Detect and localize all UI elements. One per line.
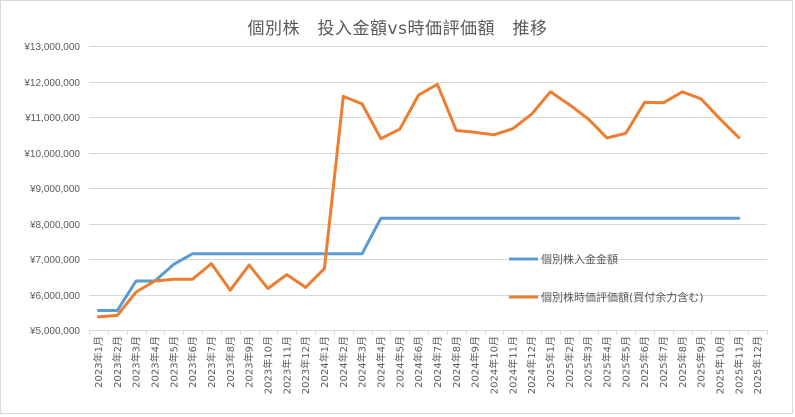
x-tick-label: 2025年6月: [638, 336, 651, 388]
y-tick-label: ¥9,000,000: [29, 184, 80, 195]
deposit-amount-line: [96, 216, 741, 312]
chart-title: 個別株 投入金額vs時価評価額 推移: [247, 19, 548, 39]
x-tick-label: 2024年8月: [450, 336, 463, 388]
x-axis: 2023年1月 2023年2月 2023年3月 2023年4月 2023年5月 2023年…: [89, 330, 768, 394]
x-tick-label: 2024年1月: [318, 336, 331, 388]
x-tick-label: 2025年10月: [713, 336, 726, 394]
y-tick-label: ¥5,000,000: [29, 326, 80, 337]
x-tick-label: 2024年6月: [412, 336, 425, 388]
x-tick-label: 2025年4月: [600, 336, 613, 388]
x-tick-label: 2024年5月: [393, 336, 406, 388]
x-tick-label: 2025年9月: [695, 336, 708, 388]
x-tick-label: 2023年11月: [280, 336, 293, 394]
y-tick-label: ¥6,000,000: [29, 291, 80, 302]
y-axis: ¥5,000,000 ¥6,000,000 ¥7,000,000 ¥8,000,000…: [23, 42, 80, 337]
x-tick-label: 2024年4月: [374, 336, 387, 388]
x-tick-label: 2023年4月: [148, 336, 161, 388]
y-tick-label: ¥11,000,000: [24, 113, 80, 124]
x-tick-label: 2024年9月: [469, 336, 482, 388]
x-tick-label: 2024年10月: [487, 336, 500, 394]
x-tick-label: 2023年12月: [299, 336, 312, 394]
legend-label: 個別株時価評価額(買付余力含む): [541, 290, 704, 304]
x-tick-label: 2024年3月: [356, 336, 369, 388]
x-tick-label: 2024年7月: [431, 336, 444, 388]
x-tick-label: 2025年5月: [619, 336, 632, 388]
x-tick-label: 2025年11月: [732, 336, 745, 394]
x-tick-label: 2023年3月: [130, 336, 143, 388]
x-tick-label: 2024年12月: [525, 336, 538, 394]
x-tick-label: 2024年2月: [337, 336, 350, 388]
series-lines: [96, 82, 741, 319]
x-tick-label: 2023年6月: [186, 336, 199, 388]
x-tick-label: 2023年1月: [92, 336, 105, 388]
x-tick-label: 2025年3月: [582, 336, 595, 388]
x-tick-label: 2023年7月: [205, 336, 218, 388]
x-tick-label: 2023年10月: [261, 336, 274, 394]
x-tick-label: 2024年11月: [506, 336, 519, 394]
y-tick-label: ¥7,000,000: [29, 255, 80, 266]
gridlines: [89, 46, 767, 331]
x-tick-label: 2025年1月: [544, 336, 557, 388]
x-tick-label: 2025年12月: [751, 336, 764, 394]
y-tick-label: ¥10,000,000: [23, 149, 80, 160]
x-tick-label: 2025年7月: [657, 336, 670, 388]
x-tick-label: 2023年2月: [111, 336, 124, 388]
x-tick-label: 2023年5月: [167, 336, 180, 388]
x-tick-label: 2025年2月: [563, 336, 576, 388]
x-tick-label: 2023年9月: [243, 336, 256, 388]
y-tick-label: ¥8,000,000: [29, 220, 80, 231]
legend-label: 個別株入金金額: [541, 252, 618, 266]
y-tick-label: ¥12,000,000: [23, 78, 80, 89]
x-tick-label: 2023年8月: [224, 336, 237, 388]
y-tick-label: ¥13,000,000: [23, 42, 80, 53]
market-value-line: [96, 82, 741, 319]
x-tick-label: 2025年8月: [676, 336, 689, 388]
